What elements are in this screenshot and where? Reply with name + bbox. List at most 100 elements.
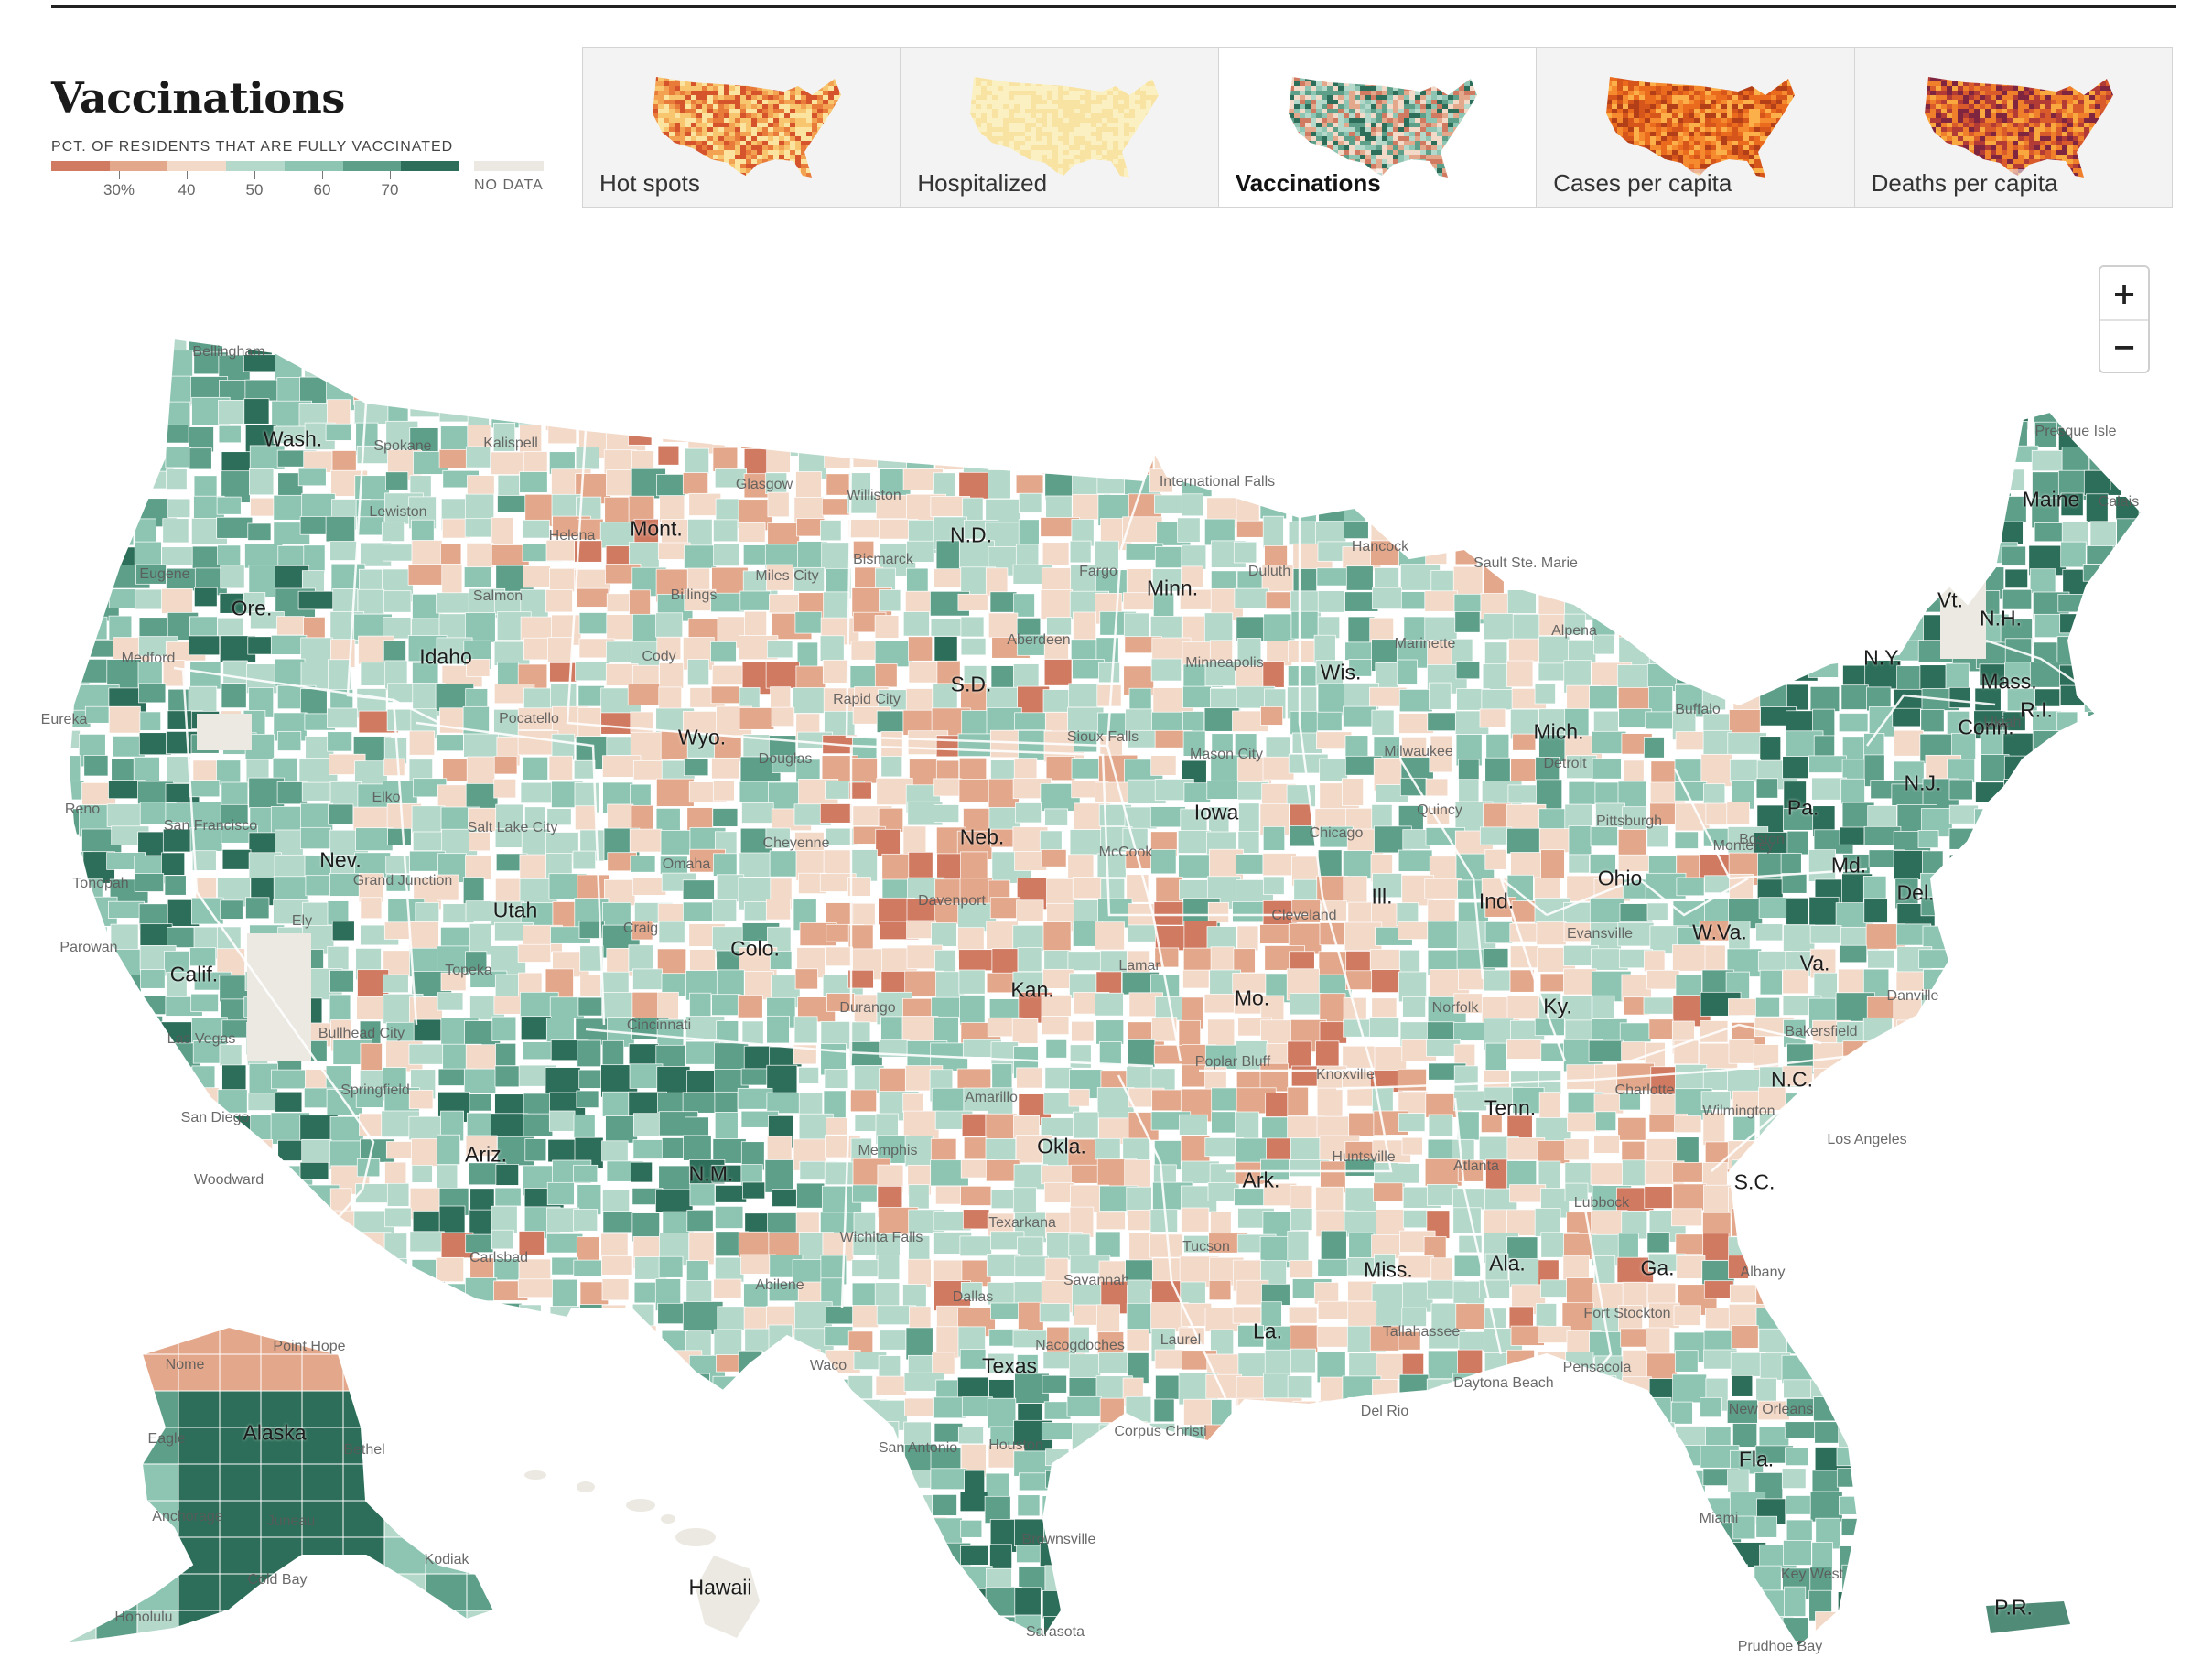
county-shape (1072, 877, 1106, 899)
county-shape (465, 855, 492, 880)
county-shape (493, 1517, 525, 1551)
county-shape (436, 339, 464, 352)
county-shape (2088, 1469, 2126, 1499)
county-shape (627, 1373, 660, 1406)
county-shape (1344, 1187, 1377, 1214)
county-shape (1512, 376, 1540, 398)
county-shape (875, 494, 910, 520)
county-shape (1293, 448, 1320, 469)
county-shape (960, 1545, 988, 1566)
county-shape (469, 356, 491, 379)
zoom-out-button[interactable]: − (2100, 319, 2148, 372)
borough-shape (383, 1353, 437, 1410)
county-shape (1781, 1276, 1803, 1299)
county-shape (960, 423, 986, 447)
county-shape (112, 1638, 148, 1647)
county-shape (2030, 925, 2067, 956)
county-shape (110, 1563, 137, 1596)
tab-cases-per-capita[interactable]: Cases per capita (1537, 48, 1855, 207)
county-shape (2007, 1165, 2041, 1198)
county-shape (1726, 401, 1751, 419)
county-shape (1703, 592, 1735, 625)
county-shape (771, 1617, 805, 1638)
county-shape (2062, 808, 2097, 841)
county-shape (2086, 1497, 2121, 1518)
tab-vaccinations[interactable]: Vaccinations (1218, 48, 1538, 207)
county-shape (548, 1110, 576, 1132)
county-shape (1783, 924, 1816, 953)
county-shape (1785, 451, 1825, 483)
zoom-in-button[interactable]: + (2100, 267, 2148, 319)
county-shape (1208, 1635, 1235, 1647)
county-shape (2030, 1087, 2056, 1105)
county-shape (465, 446, 491, 468)
county-shape (2006, 854, 2043, 880)
county-shape (81, 1019, 121, 1050)
county-shape (738, 1350, 763, 1383)
tab-deaths-per-capita[interactable]: Deaths per capita (1854, 48, 2173, 207)
city-label: San Francisco (163, 818, 258, 834)
county-shape (437, 874, 459, 901)
county-shape (1950, 947, 1978, 973)
county-shape (848, 781, 872, 800)
tab-hot-spots[interactable]: Hot spots (583, 48, 901, 207)
county-shape (769, 1474, 795, 1498)
city-label: Lubbock (1573, 1195, 1630, 1211)
county-shape (1204, 1444, 1236, 1475)
borough-shape (383, 1390, 441, 1442)
county-shape (1756, 1589, 1789, 1620)
county-shape (601, 1304, 627, 1339)
county-shape (518, 1424, 555, 1458)
county-shape (1946, 375, 1970, 395)
county-shape (1867, 1379, 1894, 1406)
county-shape (2002, 1256, 2027, 1287)
county-shape (1182, 1634, 1213, 1647)
county-shape (2059, 734, 2094, 753)
county-shape (1263, 376, 1292, 403)
county-shape (1973, 852, 1997, 881)
county-shape (963, 1209, 990, 1230)
borough-shape (508, 1537, 557, 1585)
county-shape (69, 1281, 78, 1299)
county-shape (628, 339, 664, 356)
county-shape (167, 1307, 192, 1328)
county-shape (411, 1165, 433, 1183)
county-shape (111, 1374, 147, 1405)
tab-hospitalized[interactable]: Hospitalized (901, 48, 1219, 207)
county-shape (2061, 1207, 2094, 1230)
county-shape (1042, 921, 1072, 952)
county-shape (327, 731, 352, 752)
county-shape (165, 446, 191, 468)
county-shape (1592, 995, 1615, 1019)
county-shape (549, 1327, 589, 1348)
county-shape (2033, 975, 2064, 997)
city-label: Springfield (340, 1082, 410, 1098)
borough-shape (301, 1536, 346, 1588)
county-shape (1945, 662, 1970, 691)
city-label: Evansville (1566, 926, 1634, 942)
county-shape (1974, 398, 2013, 431)
county-shape (1704, 426, 1726, 453)
county-shape (957, 593, 988, 611)
county-shape (1593, 634, 1615, 655)
county-shape (1870, 375, 1894, 397)
county-shape (1677, 544, 1712, 570)
county-shape (1040, 589, 1074, 620)
county-shape (1123, 339, 1159, 357)
county-shape (244, 544, 284, 569)
county-shape (1617, 373, 1656, 400)
county-shape (2034, 421, 2057, 448)
county-shape (1152, 402, 1175, 425)
county-shape (465, 900, 494, 921)
county-shape (107, 1281, 146, 1312)
county-shape (1622, 1376, 1652, 1409)
county-shape (1456, 1424, 1485, 1442)
county-shape (1755, 923, 1784, 942)
county-shape (1018, 492, 1042, 513)
county-shape (218, 400, 249, 425)
county-shape (327, 399, 351, 427)
county-shape (1317, 353, 1347, 376)
hospitalized-thumbnail (970, 77, 1160, 178)
county-shape (545, 1067, 581, 1096)
